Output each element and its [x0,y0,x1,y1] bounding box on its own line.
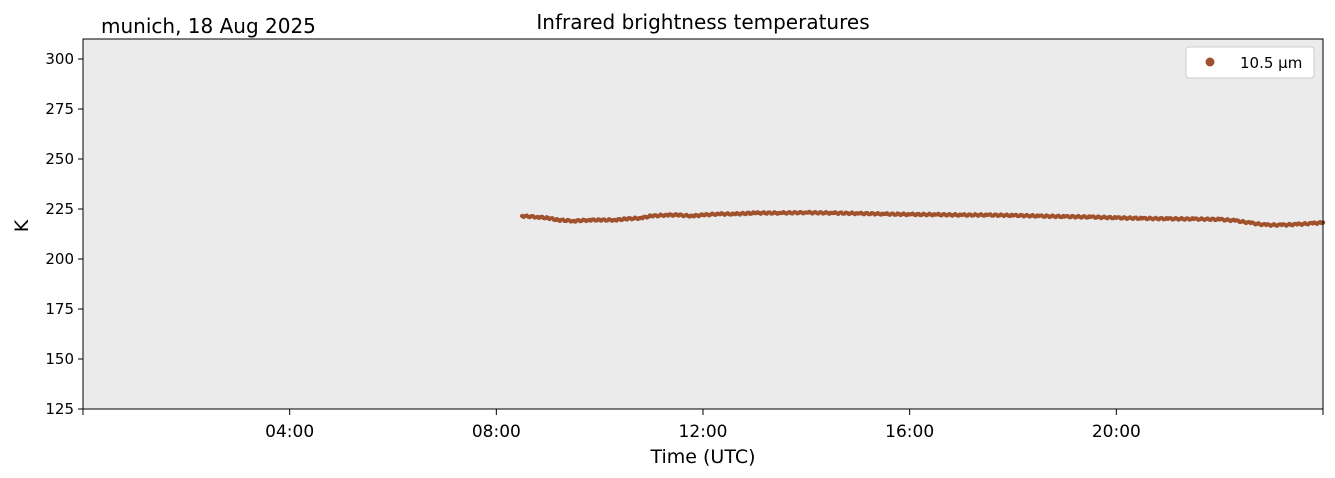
data-point-interp [1061,213,1066,218]
data-point-interp [647,213,652,218]
data-point-interp [1247,219,1252,224]
data-point-interp [570,219,575,224]
data-point-interp [931,212,936,217]
y-tick-label: 250 [45,150,74,168]
data-point-interp [611,217,616,222]
x-tick-label: 04:00 [265,422,314,442]
x-tick-label: 20:00 [1092,422,1141,442]
data-point-interp [554,217,559,222]
data-point-interp [1278,222,1283,227]
data-point-interp [544,215,549,220]
data-point-interp [776,210,781,215]
data-point-interp [689,213,694,218]
data-point-interp [1293,221,1298,226]
data-point-interp [906,212,911,217]
data-point-interp [714,211,719,216]
data-point-interp [828,210,833,215]
y-axis-label: K [11,219,33,232]
x-axis: 04:00 08:00 12:00 16:00 20:00 [82,409,1324,442]
data-point-interp [1262,222,1267,227]
legend: 10.5 µm [1185,46,1315,79]
data-point-interp [637,215,642,220]
data-point-interp [622,216,627,221]
data-point-interp [1216,216,1221,221]
data-point-interp [699,212,704,217]
data-point-interp [596,217,601,222]
data-point-interp [663,212,668,217]
y-axis: 125 150 175 200 225 250 275 300 [45,50,83,418]
legend-marker [1205,57,1215,67]
data-point-interp [673,212,678,217]
plot-area [83,39,1323,409]
data-point-interp [1138,215,1143,220]
y-tick-label: 150 [45,350,74,368]
data-point-interp [1164,215,1169,220]
chart-subtitle: munich, 18 Aug 2025 [101,14,316,38]
y-tick-label: 125 [45,400,74,418]
x-tick-label: 16:00 [885,422,934,442]
data-point-interp [1035,213,1040,218]
series-points [519,209,1326,228]
x-tick-label: 08:00 [472,422,521,442]
data-point-interp [880,211,885,216]
chart-title: Infrared brightness temperatures [536,10,869,34]
data-point-interp [534,215,539,220]
legend-box [1185,46,1315,79]
data-point-interp [1190,216,1195,221]
data-point-interp [802,210,807,215]
data-point-interp [1086,214,1091,219]
data-point-interp [730,211,735,216]
y-tick-label: 200 [45,250,74,268]
legend-label: 10.5 µm [1240,54,1302,72]
data-point-interp [585,218,590,223]
x-axis-label: Time (UTC) [649,446,755,468]
data-point-interp [1309,220,1314,225]
x-tick-label: 12:00 [679,422,728,442]
y-tick-label: 225 [45,200,74,218]
data-point-interp [1009,212,1014,217]
y-tick-label: 300 [45,50,74,68]
data-point-interp [1231,217,1236,222]
data-point-interp [983,212,988,217]
data-point-interp [854,211,859,216]
y-tick-label: 275 [45,100,74,118]
data-point-interp [1112,215,1117,220]
data-point-interp [957,212,962,217]
series-layer [519,209,1326,228]
y-tick-label: 175 [45,300,74,318]
